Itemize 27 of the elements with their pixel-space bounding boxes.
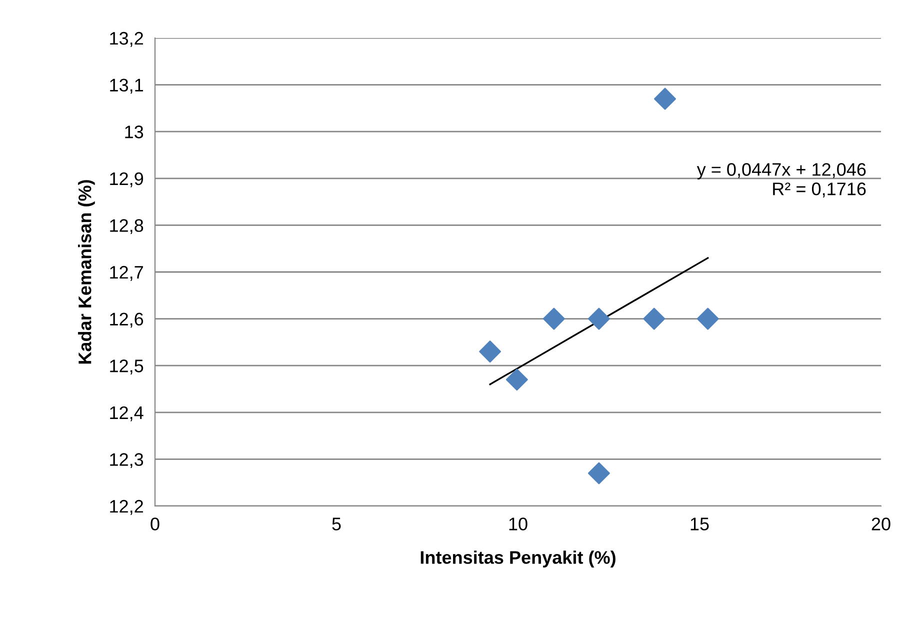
point	[542, 308, 565, 330]
y-tick-label: 12,7	[110, 266, 143, 281]
y-tick-label: 13	[125, 126, 144, 138]
y-tick-label: 12,6	[110, 312, 144, 328]
y-tick-label: 12,4	[110, 406, 144, 422]
y-tick-label: 12,5	[110, 360, 144, 374]
y-tick-label: 12,3	[110, 453, 144, 468]
y-tick-label: 13,2	[110, 32, 143, 47]
point	[654, 88, 676, 110]
point	[479, 340, 502, 363]
y-tick-label: 12,8	[110, 219, 144, 234]
x-tick-label: 10	[509, 518, 528, 530]
y-axis-title: Kadar Kemanisan (%)	[78, 180, 95, 364]
x-tick-label: 20	[872, 518, 890, 530]
x-axis-title: Intensitas Penyakit (%)	[420, 550, 616, 568]
x-tick-label: 5	[332, 518, 341, 530]
point	[506, 368, 528, 391]
annotation: y = 0,0447x + 12,046 R² = 0,1716	[696, 163, 866, 198]
point	[588, 308, 610, 330]
point	[643, 308, 666, 330]
y-tick-label: 13,1	[110, 78, 144, 94]
y-tick-label: 12,2	[110, 500, 143, 515]
x-tick-label: 15	[690, 518, 709, 530]
point	[588, 462, 610, 484]
y-tick-label: 12,9	[110, 172, 144, 188]
x-tick-label: 0	[150, 518, 160, 530]
point	[696, 308, 719, 330]
